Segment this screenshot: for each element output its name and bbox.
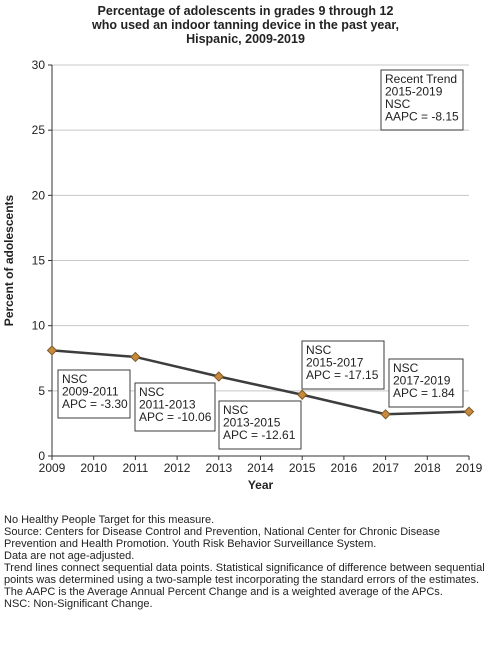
data-point [380,409,391,420]
x-tick-label: 2013 [205,461,232,475]
annotation-box [218,400,302,450]
annotation-text: NSC [385,97,411,111]
y-axis-title: Percent of adolescents [2,194,16,326]
y-tick-label: 0 [38,449,45,463]
annotation-text: NSC [393,361,419,375]
x-tick-label: 2019 [456,461,483,475]
footnotes: No Healthy People Target for this measur… [4,514,488,610]
y-tick-label: 20 [32,188,46,202]
x-tick-label: 2016 [331,461,358,475]
y-tick-label: 30 [32,58,46,72]
annotation-text: APC = -12.61 [223,428,296,442]
x-tick-label: 2009 [39,461,66,475]
note-aapc: The AAPC is the Average Annual Percent C… [4,586,443,598]
note-nsc: NSC: Non-Significant Change. [4,598,153,610]
note-trend-lines: Trend lines connect sequential data poin… [4,562,485,586]
data-point [213,371,225,382]
line-chart: 0 5 10 15 20 25 30 2009 2010 2011 2012 2013 2014 2015… [2,58,483,492]
annotation-text: 2015-2017 [306,356,364,370]
x-tick-label: 2015 [289,461,316,475]
title-line: Percentage of adolescents in grades 9 th… [97,4,394,18]
annotation-text: NSC [223,403,249,417]
series-line [51,349,470,416]
y-tick-label: 25 [32,123,46,137]
annotation-text: 2009-2011 [62,385,119,399]
annotation-box [301,340,385,390]
annotation-text: NSC [139,385,165,399]
annotation-text: NSC [62,372,88,386]
data-point [130,351,141,363]
note-source: Source: Centers for Disease Control and … [4,526,440,550]
annotation-text: 2013-2015 [223,416,281,430]
annotation-text: APC = -3.30 [62,397,128,411]
annotation-text: AAPC = -8.15 [385,110,459,124]
annotation-text: NSC [306,343,332,357]
data-point [463,406,475,417]
x-tick-label: 2012 [164,461,191,475]
x-tick-label: 2014 [247,461,274,475]
x-tick-label: 2010 [80,461,107,475]
annotation-text: Recent Trend [385,72,457,86]
annotation-box [380,69,464,131]
annotation-text: APC = -10.06 [139,410,212,424]
annotation-text: 2015-2019 [385,85,443,99]
chart-title: Percentage of adolescents in grades 9 th… [0,4,491,46]
annotation-text: APC = -17.15 [306,368,379,382]
note-age-adjust: Data are not age-adjusted. [4,550,135,562]
annotation-box [134,382,216,432]
x-tick-label: 2017 [372,461,399,475]
title-line: who used an indoor tanning device in the… [91,18,399,32]
annotation-text: APC = 1.84 [393,386,455,400]
x-tick-label: 2018 [414,461,441,475]
annotation-text: 2011-2013 [139,398,196,412]
data-point [46,345,58,356]
annotation-box [57,369,131,419]
y-tick-label: 5 [38,384,45,398]
y-tick-label: 10 [32,319,46,333]
annotation-text: 2017-2019 [393,374,451,388]
title-line: Hispanic, 2009-2019 [186,32,305,46]
y-tick-label: 15 [32,254,46,268]
x-axis-title: Year [248,478,274,492]
data-point [296,389,308,400]
annotation-box [388,358,464,408]
note-target: No Healthy People Target for this measur… [4,514,215,526]
x-tick-label: 2011 [122,461,148,475]
